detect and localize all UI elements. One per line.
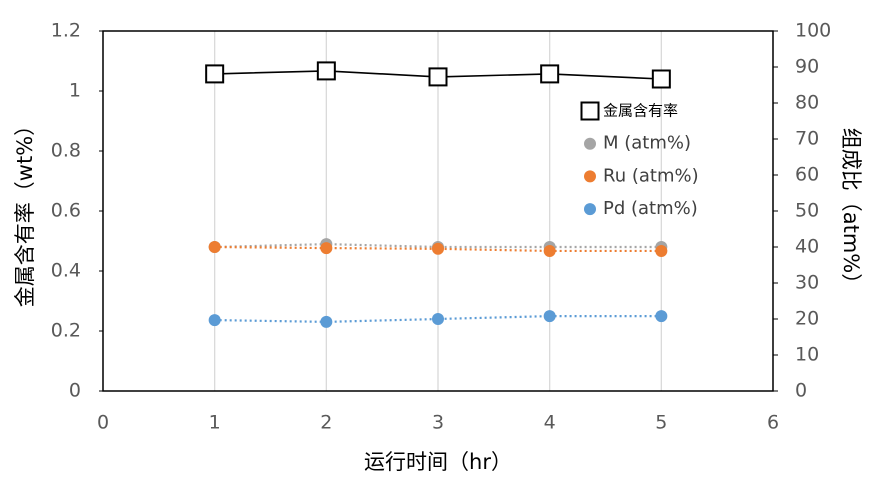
data-point (208, 241, 221, 253)
data-point (432, 242, 444, 255)
legend-marker (580, 101, 600, 121)
x-tick-label: 4 (544, 412, 556, 434)
y2-tick-label: 100 (795, 20, 831, 42)
y-tick-label: 0 (69, 380, 81, 402)
data-point (655, 244, 668, 257)
data-point (205, 64, 225, 84)
legend-marker (584, 170, 596, 183)
y2-tick-label: 80 (795, 92, 819, 114)
plot-frame (102, 30, 774, 392)
y-tick-label: 1 (69, 80, 81, 102)
y2-axis-label: 组成比（atm%） (839, 128, 863, 295)
data-point (208, 314, 221, 327)
y2-tick-label: 10 (795, 344, 819, 366)
y-tick-label: 0.8 (51, 140, 81, 162)
data-point (316, 61, 336, 81)
data-point (428, 67, 448, 87)
data-point (655, 310, 668, 323)
x-tick-label: 2 (320, 412, 332, 434)
x-tick-label: 5 (655, 412, 667, 434)
data-point (320, 242, 333, 255)
legend-label: Pd (atm%) (603, 198, 698, 219)
y-tick-label: 0.2 (51, 320, 81, 342)
y2-tick-label: 0 (795, 380, 807, 402)
y-axis-label: 金属含有率（wt%） (13, 115, 37, 307)
y-tick-label: 1.2 (51, 20, 81, 42)
y2-tick-label: 70 (795, 128, 819, 150)
y2-tick-label: 40 (795, 236, 819, 258)
y-tick-label: 0.6 (51, 200, 81, 222)
y2-tick-label: 60 (795, 164, 819, 186)
x-axis-label: 运行时间（hr） (364, 450, 512, 474)
data-point (651, 69, 671, 89)
data-point (543, 310, 556, 323)
legend-label: Ru (atm%) (603, 165, 699, 186)
x-tick-label: 1 (209, 412, 221, 434)
data-point (540, 64, 560, 84)
y2-tick-label: 90 (795, 56, 819, 78)
legend-marker (584, 137, 596, 150)
x-tick-label: 6 (767, 412, 779, 434)
y2-tick-label: 50 (795, 200, 819, 222)
y2-tick-label: 30 (795, 272, 819, 294)
y2-tick-label: 20 (795, 308, 819, 330)
legend-marker (584, 203, 596, 216)
data-point (432, 313, 444, 325)
data-point (320, 315, 333, 328)
legend-label: M (atm%) (603, 133, 691, 154)
x-tick-label: 0 (97, 412, 109, 434)
x-tick-label: 3 (432, 412, 444, 434)
data-point (543, 244, 556, 257)
y-tick-label: 0.4 (51, 260, 81, 282)
legend-label: 金属含有率 (603, 102, 678, 120)
